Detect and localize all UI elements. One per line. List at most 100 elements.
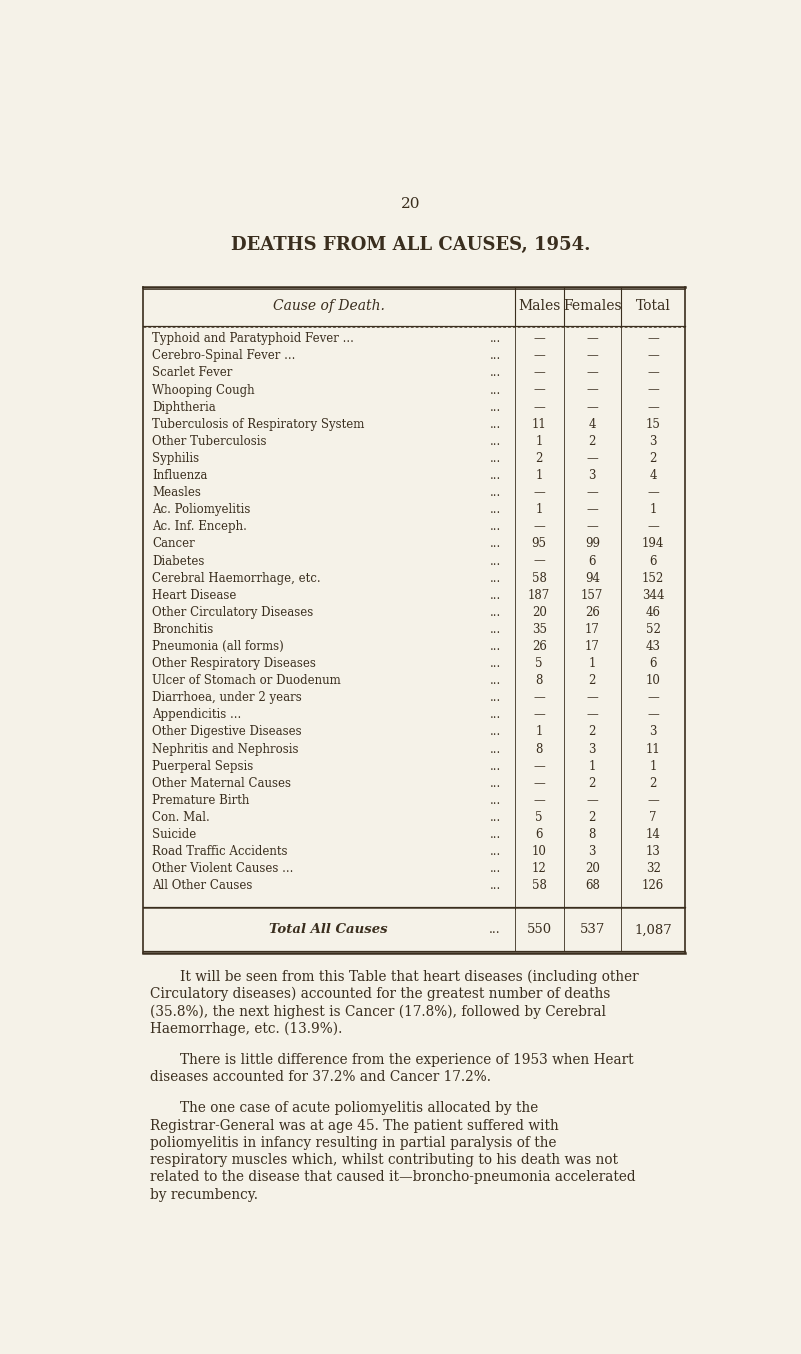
Text: —: — [533,708,545,722]
Text: Measles: Measles [152,486,201,500]
Text: —: — [586,692,598,704]
Text: —: — [586,349,598,363]
Text: 58: 58 [532,571,546,585]
Text: 17: 17 [585,623,600,636]
Text: 3: 3 [650,726,657,738]
Text: DEATHS FROM ALL CAUSES, 1954.: DEATHS FROM ALL CAUSES, 1954. [231,236,590,253]
Text: Tuberculosis of Respiratory System: Tuberculosis of Respiratory System [152,418,364,431]
Text: Total All Causes: Total All Causes [269,923,388,937]
Text: 5: 5 [535,811,543,825]
Text: ...: ... [489,486,501,500]
Text: ...: ... [489,520,501,533]
Text: 32: 32 [646,862,661,875]
Text: Ulcer of Stomach or Duodenum: Ulcer of Stomach or Duodenum [152,674,340,688]
Text: 8: 8 [536,742,543,756]
Text: ...: ... [489,692,501,704]
Text: —: — [533,520,545,533]
Text: Scarlet Fever: Scarlet Fever [152,367,232,379]
Text: 2: 2 [589,726,596,738]
Text: Other Violent Causes ...: Other Violent Causes ... [152,862,293,875]
Text: —: — [586,383,598,397]
Text: ...: ... [489,708,501,722]
Text: —: — [533,555,545,567]
Text: ...: ... [489,845,501,858]
Text: —: — [647,367,659,379]
Text: 3: 3 [589,742,596,756]
Text: Syphilis: Syphilis [152,452,199,464]
Text: ...: ... [489,923,501,937]
Text: 194: 194 [642,538,664,551]
Text: ...: ... [489,332,501,345]
Text: —: — [586,793,598,807]
Text: 20: 20 [585,862,600,875]
Text: ...: ... [489,760,501,773]
Text: Males: Males [518,299,561,314]
Text: 6: 6 [589,555,596,567]
Text: 11: 11 [532,418,546,431]
Text: Cancer: Cancer [152,538,195,551]
Text: ...: ... [489,418,501,431]
Text: ...: ... [489,435,501,448]
Text: 26: 26 [585,605,600,619]
Text: diseases accounted for 37.2% and Cancer 17.2%.: diseases accounted for 37.2% and Cancer … [151,1070,492,1085]
Text: Other Respiratory Diseases: Other Respiratory Diseases [152,657,316,670]
Text: Con. Mal.: Con. Mal. [152,811,210,825]
Text: —: — [586,708,598,722]
Text: 8: 8 [589,829,596,841]
Text: ...: ... [489,777,501,789]
Text: —: — [533,777,545,789]
Text: respiratory muscles which, whilst contributing to his death was not: respiratory muscles which, whilst contri… [151,1154,618,1167]
Text: —: — [533,383,545,397]
Text: Nephritis and Nephrosis: Nephritis and Nephrosis [152,742,299,756]
Text: —: — [533,367,545,379]
Text: ...: ... [489,555,501,567]
Text: —: — [647,383,659,397]
Text: It will be seen from this Table that heart diseases (including other: It will be seen from this Table that hea… [180,969,638,984]
Text: 8: 8 [536,674,543,688]
Text: 1: 1 [589,760,596,773]
Text: —: — [586,452,598,464]
Text: 157: 157 [581,589,603,601]
Text: Registrar-General was at age 45. The patient suffered with: Registrar-General was at age 45. The pat… [151,1118,559,1132]
Text: 2: 2 [589,435,596,448]
Text: ...: ... [489,657,501,670]
Text: Bronchitis: Bronchitis [152,623,213,636]
Text: 1: 1 [650,504,657,516]
Text: Cerebro-Spinal Fever ...: Cerebro-Spinal Fever ... [152,349,296,363]
Text: The one case of acute poliomyelitis allocated by the: The one case of acute poliomyelitis allo… [180,1101,538,1116]
Text: ...: ... [489,674,501,688]
Text: related to the disease that caused it—broncho-pneumonia accelerated: related to the disease that caused it—br… [151,1170,636,1185]
Text: 1: 1 [650,760,657,773]
Text: Cause of Death.: Cause of Death. [273,299,384,314]
Text: 6: 6 [650,555,657,567]
Text: —: — [533,760,545,773]
Text: Pneumonia (all forms): Pneumonia (all forms) [152,640,284,653]
Text: 95: 95 [532,538,546,551]
Text: 2: 2 [650,777,657,789]
Text: ...: ... [489,793,501,807]
Text: ...: ... [489,504,501,516]
Text: ...: ... [489,623,501,636]
Text: 2: 2 [536,452,543,464]
Text: 126: 126 [642,879,664,892]
Text: 7: 7 [650,811,657,825]
Text: ...: ... [489,589,501,601]
Text: —: — [586,504,598,516]
Text: 152: 152 [642,571,664,585]
Text: 68: 68 [585,879,600,892]
Text: 46: 46 [646,605,661,619]
Text: ...: ... [489,879,501,892]
Text: Ac. Poliomyelitis: Ac. Poliomyelitis [152,504,251,516]
Text: 1: 1 [536,468,543,482]
Text: —: — [586,486,598,500]
Text: Total: Total [636,299,670,314]
Text: 2: 2 [650,452,657,464]
Text: —: — [647,486,659,500]
Text: —: — [647,349,659,363]
Text: 537: 537 [580,923,605,937]
Text: Diabetes: Diabetes [152,555,204,567]
Text: ...: ... [489,726,501,738]
Text: —: — [533,332,545,345]
Text: (35.8%), the next highest is Cancer (17.8%), followed by Cerebral: (35.8%), the next highest is Cancer (17.… [151,1005,606,1018]
Text: —: — [586,332,598,345]
